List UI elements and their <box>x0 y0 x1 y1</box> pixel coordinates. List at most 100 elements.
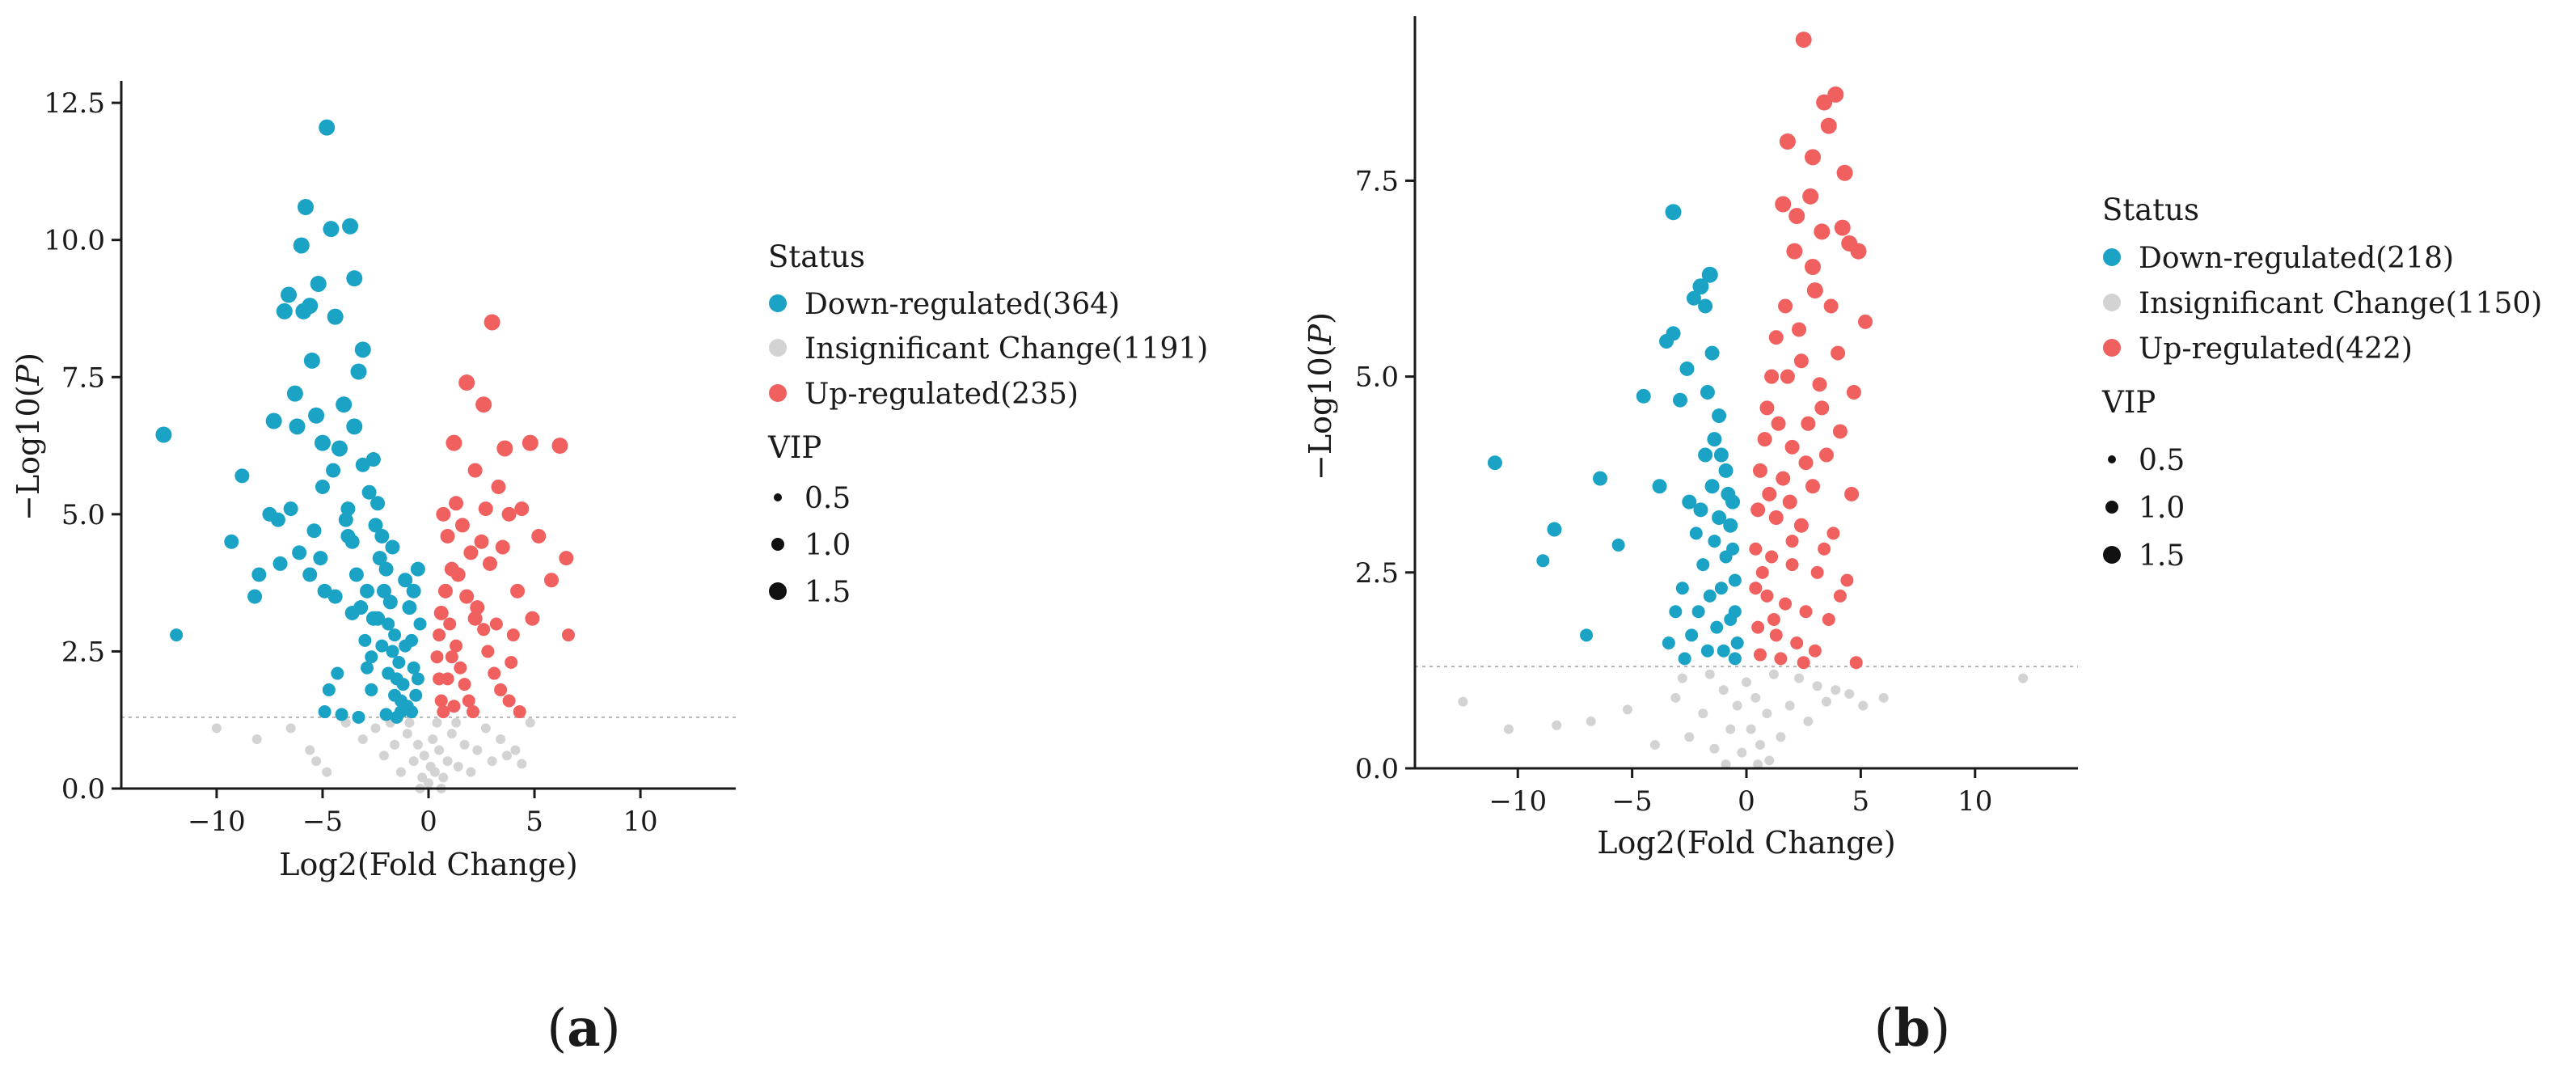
panel-a: 0.0 2.5 5.0 7.5 10.0 12.5 −10 −5 0 5 10 … <box>11 81 1208 1059</box>
panel-b-point-down-regulated <box>1665 204 1682 221</box>
panel-a-point-down-regulated <box>251 567 267 582</box>
panel-a-point-down-regulated <box>336 396 353 413</box>
panel-a-point-up-regulated <box>463 545 479 560</box>
panel-a-x-tick-label: 10 <box>623 806 657 838</box>
panel-b-point-insignificant-change <box>1684 732 1695 742</box>
panel-a-legend-down-label: Down-regulated(364) <box>804 288 1120 321</box>
panel-a-x-axis-title: Log2(Fold Change) <box>279 847 577 882</box>
panel-b-point-up-regulated <box>1858 314 1873 329</box>
panel-b-point-up-regulated <box>1850 243 1867 260</box>
panel-a-point-down-regulated <box>382 666 395 680</box>
panel-b-point-down-regulated <box>1713 447 1729 463</box>
panel-a-point-down-regulated <box>293 237 310 254</box>
panel-a-point-down-regulated <box>348 567 364 582</box>
panel-a-point-up-regulated <box>443 617 457 631</box>
panel-a-point-up-regulated <box>559 551 574 566</box>
panel-a-point-down-regulated <box>365 683 378 696</box>
panel-a-point-down-regulated <box>410 561 425 577</box>
panel-a-point-insignificant-change <box>395 767 406 777</box>
panel-a-point-down-regulated <box>335 708 348 721</box>
panel-a-y-axis-title: −Log10(P) <box>11 353 46 521</box>
panel-b-point-down-regulated <box>1666 326 1681 341</box>
panel-b-point-up-regulated <box>1808 644 1822 658</box>
panel-b-point-up-regulated <box>1750 502 1766 518</box>
panel-a-legend-vip-2-label: 1.5 <box>804 576 851 609</box>
panel-b-point-down-regulated <box>1662 637 1675 649</box>
panel-b-point-down-regulated <box>1707 432 1722 447</box>
panel-b-point-down-regulated <box>1704 479 1720 494</box>
panel-b-point-insignificant-change <box>1677 673 1687 683</box>
panel-a-point-up-regulated <box>459 589 475 604</box>
panel-a-point-down-regulated <box>396 678 410 691</box>
panel-b-point-up-regulated <box>1822 612 1835 626</box>
panel-a-point-up-regulated <box>433 628 446 642</box>
panel-b-point-down-regulated <box>1696 558 1710 572</box>
panel-a-point-insignificant-change <box>404 717 415 728</box>
panel-a-point-insignificant-change <box>370 723 381 734</box>
panel-a-point-insignificant-change <box>459 739 470 750</box>
panel-a-point-down-regulated <box>352 710 365 724</box>
panel-a-x-tick-label: 5 <box>526 806 543 838</box>
panel-a-point-down-regulated <box>407 661 420 675</box>
panel-b-legend-vip-small <box>2108 455 2116 463</box>
panel-b-y-tick-label: 2.5 <box>1355 557 1399 590</box>
panel-a-point-insignificant-change <box>501 751 512 761</box>
panel-b-point-down-regulated <box>1728 652 1742 666</box>
panel-b-point-down-regulated <box>1685 628 1699 642</box>
panel-b-point-up-regulated <box>1814 223 1831 240</box>
panel-a-legend-down-swatch <box>769 294 787 312</box>
panel-b-point-down-regulated <box>1675 582 1689 595</box>
panel-a-point-up-regulated <box>502 694 516 708</box>
panel-b-legend-vip-title: VIP <box>2101 385 2156 420</box>
panel-a-point-up-regulated <box>430 650 444 664</box>
panel-b-point-down-regulated <box>1714 582 1728 595</box>
panel-a-point-up-regulated <box>454 661 467 675</box>
panel-b-point-insignificant-change <box>1737 747 1747 758</box>
panel-a-point-up-regulated <box>454 518 470 533</box>
panel-b-y-tick-label: 7.5 <box>1355 165 1399 197</box>
panel-a-point-down-regulated <box>385 539 400 555</box>
panel-a-point-down-regulated <box>306 523 322 539</box>
panel-b-ticks <box>1405 179 1977 778</box>
panel-a-point-down-regulated <box>361 661 374 675</box>
panel-a-point-insignificant-change <box>487 756 497 767</box>
panel-b-x-tick-label: −10 <box>1489 785 1547 818</box>
panel-b-point-insignificant-change <box>1755 739 1765 750</box>
panel-b-y-tick-label: 0.0 <box>1355 753 1399 785</box>
panel-b-point-up-regulated <box>1799 605 1813 619</box>
panel-a-point-up-regulated <box>440 528 455 543</box>
panel-a-point-down-regulated <box>315 479 330 494</box>
panel-b-point-up-regulated <box>1751 620 1765 634</box>
panel-b-point-up-regulated <box>1820 117 1837 134</box>
panel-b-point-insignificant-change <box>1776 732 1786 742</box>
panel-a-point-down-regulated <box>368 518 383 533</box>
panel-a-point-insignificant-change <box>429 767 440 777</box>
panel-b-point-up-regulated <box>1771 416 1786 431</box>
panel-b-point-down-regulated <box>1547 522 1562 537</box>
panel-a-point-down-regulated <box>405 705 419 719</box>
panel-a-point-down-regulated <box>319 119 336 136</box>
panel-a-point-insignificant-change <box>525 717 535 728</box>
panel-a-point-up-regulated <box>514 501 530 517</box>
panel-a-point-insignificant-change <box>424 778 433 789</box>
panel-b-point-insignificant-change <box>1742 677 1751 687</box>
panel-a-point-down-regulated <box>390 710 403 724</box>
panel-a-legend-vip-0-label: 0.5 <box>804 482 851 515</box>
panel-a-point-down-regulated <box>340 501 356 517</box>
panel-a-point-down-regulated <box>276 302 293 319</box>
panel-b-point-insignificant-change <box>1753 759 1763 770</box>
panel-b-point-down-regulated <box>1691 605 1705 619</box>
panel-a-point-down-regulated <box>409 688 423 702</box>
panel-a-point-down-regulated <box>224 534 239 549</box>
panel-b-point-insignificant-change <box>1622 704 1632 715</box>
panel-b-point-down-regulated <box>1682 494 1697 510</box>
panel-b-point-up-regulated <box>1755 565 1769 579</box>
panel-b-point-down-regulated <box>1580 628 1594 642</box>
panel-b-point-insignificant-change <box>1794 673 1805 683</box>
panel-a-point-up-regulated <box>436 506 451 522</box>
panel-b-point-up-regulated <box>1788 208 1805 225</box>
panel-a-point-insignificant-change <box>480 723 491 734</box>
panel-b-point-up-regulated <box>1759 400 1775 416</box>
panel-a-point-up-regulated <box>450 639 463 653</box>
panel-b-point-insignificant-change <box>1458 696 1468 707</box>
